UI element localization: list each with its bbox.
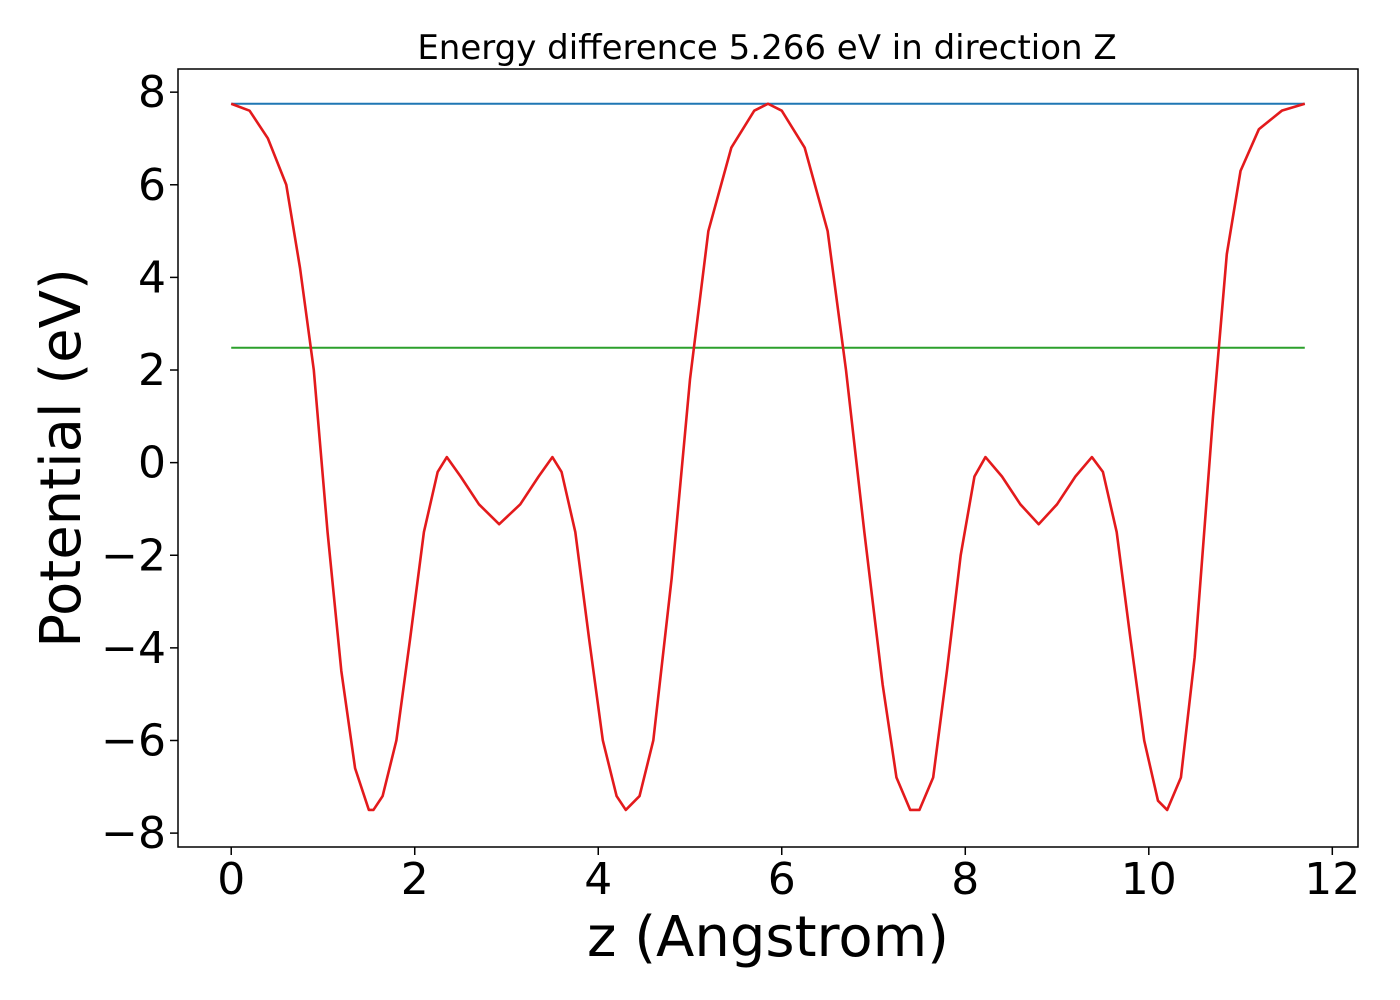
plot-area <box>177 68 1359 848</box>
x-tick-label: 6 <box>768 854 796 905</box>
series-line-2 <box>230 102 1306 812</box>
y-axis-label: Potential (eV) <box>29 268 94 648</box>
x-tick-label: 0 <box>217 854 245 905</box>
series-layer <box>230 102 1306 812</box>
x-tick-label: 12 <box>1304 854 1360 905</box>
y-tick-label: 6 <box>138 160 166 211</box>
y-tick-label: 8 <box>138 67 166 118</box>
y-tick-label: 4 <box>138 252 166 303</box>
y-tick-label: −6 <box>101 715 166 766</box>
y-axis-ticks: −8 −6 −4 −2 0 2 4 6 8 <box>101 67 178 859</box>
y-tick-label: −2 <box>101 530 166 581</box>
y-tick-label: −4 <box>101 623 166 674</box>
x-tick-label: 10 <box>1121 854 1177 905</box>
x-axis-ticks: 0 2 4 6 8 10 12 <box>217 847 1360 905</box>
chart-title: Energy difference 5.266 eV in direction … <box>417 28 1116 68</box>
y-tick-label: 0 <box>138 438 166 489</box>
x-tick-label: 2 <box>401 854 429 905</box>
x-tick-label: 8 <box>951 854 979 905</box>
x-tick-label: 4 <box>584 854 612 905</box>
axes-frame <box>177 68 1359 848</box>
y-tick-label: 2 <box>138 345 166 396</box>
y-tick-label: −8 <box>101 808 166 859</box>
x-axis-label: z (Angstrom) <box>587 905 949 970</box>
